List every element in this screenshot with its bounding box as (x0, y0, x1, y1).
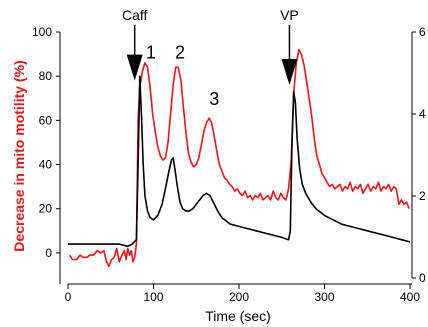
arrow-head (126, 54, 143, 81)
x-tick-label: 300 (314, 290, 334, 304)
peak-label: 3 (209, 89, 219, 109)
left-tick-label: 20 (39, 202, 53, 216)
peak-label: 1 (146, 43, 156, 63)
right-tick-label: 4 (419, 107, 426, 121)
x-tick-label: 100 (143, 290, 163, 304)
left-tick-label: 80 (39, 69, 53, 83)
peak-label: 2 (175, 43, 185, 63)
arrow-head (281, 59, 298, 86)
red-series-line (69, 48, 410, 267)
stimulus-label: Caff (122, 7, 148, 23)
x-tick-label: 200 (229, 290, 249, 304)
left-tick-label: 60 (39, 113, 53, 127)
x-axis-title: Time (sec) (205, 308, 271, 324)
right-tick-label: 6 (419, 25, 426, 39)
series-layer (68, 48, 411, 267)
left-tick-label: 0 (45, 246, 52, 260)
left-tick-label: 100 (32, 25, 52, 39)
x-tick-label: 0 (65, 290, 72, 304)
left-y-axis: 0 20 40 60 80 100 (32, 25, 61, 284)
annotation-layer: Caff VP 1 2 3 (122, 7, 299, 109)
right-tick-label: 0 (419, 271, 426, 285)
black-series-line (68, 75, 411, 248)
x-tick-label: 400 (400, 290, 420, 304)
right-tick-label: 2 (419, 189, 426, 203)
y-axis-title: Decrease in mito motility (%) (11, 60, 27, 251)
stimulus-label: VP (280, 7, 299, 23)
stimulus-arrow: VP (280, 7, 299, 86)
x-axis: 0 100 200 300 400 (65, 283, 420, 304)
left-tick-label: 40 (39, 158, 53, 172)
right-y-axis: 0 2 4 6 (411, 25, 426, 285)
stimulus-arrow: Caff (122, 7, 148, 81)
